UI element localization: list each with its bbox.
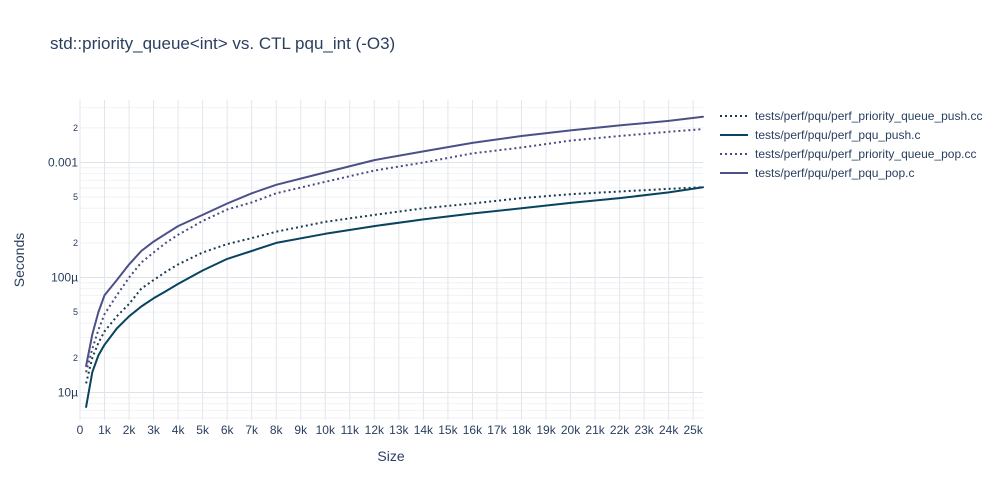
y-tick-label: 100µ — [51, 271, 78, 285]
x-tick-label: 23k — [634, 423, 654, 437]
legend-item-3[interactable]: tests/perf/pqu/perf_pqu_pop.c — [718, 163, 982, 182]
y-tick-label: 10µ — [58, 386, 78, 400]
x-tick-label: 22k — [610, 423, 630, 437]
y-tick-label: 2 — [73, 238, 78, 248]
plot-background — [80, 100, 703, 420]
legend-swatch — [720, 152, 748, 155]
y-tick-label: 0.001 — [48, 156, 78, 170]
axes: 0 1k 2k 3k 4k 5k 6k 7k 8k 9k 10k 11k 12k 13k 14k 15k 16k… — [48, 123, 704, 437]
legend-item-1[interactable]: tests/perf/pqu/perf_pqu_push.c — [718, 125, 982, 144]
x-tick-label: 2k — [123, 423, 137, 437]
legend-swatch — [720, 133, 748, 136]
x-tick-label: 6k — [221, 423, 235, 437]
x-tick-label: 4k — [172, 423, 186, 437]
x-tick-label: 11k — [341, 423, 360, 437]
series-line-2[interactable] — [85, 128, 704, 373]
x-tick-label: 12k — [365, 423, 385, 437]
x-tick-label: 1k — [98, 423, 112, 437]
x-tick-label: 21k — [585, 423, 605, 437]
legend-item-0[interactable]: tests/perf/pqu/perf_priority_queue_push.… — [718, 106, 982, 125]
x-tick-label: 8k — [270, 423, 284, 437]
legend-swatch — [720, 114, 748, 117]
x-tick-label: 7k — [245, 423, 259, 437]
x-tick-label: 19k — [536, 423, 556, 437]
legend: tests/perf/pqu/perf_priority_queue_push.… — [718, 106, 982, 182]
x-tick-label: 9k — [294, 423, 308, 437]
x-tick-label: 5k — [196, 423, 210, 437]
x-tick-label: 0 — [77, 423, 84, 437]
series-layer — [85, 115, 704, 408]
legend-label: tests/perf/pqu/perf_pqu_pop.c — [755, 165, 915, 180]
x-tick-label: 15k — [438, 423, 458, 437]
x-tick-label: 10k — [316, 423, 336, 437]
x-tick-label: 20k — [561, 423, 581, 437]
y-axis-title: Seconds — [11, 233, 27, 287]
x-axis-title: Size — [377, 448, 404, 464]
series-line-1[interactable] — [85, 186, 704, 408]
x-tick-label: 3k — [147, 423, 161, 437]
y-tick-label: 5 — [73, 307, 78, 317]
x-tick-label: 18k — [512, 423, 532, 437]
grid — [79, 100, 703, 420]
legend-swatch — [720, 171, 748, 174]
legend-item-2[interactable]: tests/perf/pqu/perf_priority_queue_pop.c… — [718, 144, 982, 163]
y-tick-label: 5 — [73, 192, 78, 202]
x-tick-label: 13k — [389, 423, 409, 437]
chart-title: std::priority_queue<int> vs. CTL pqu_int… — [50, 34, 396, 53]
x-tick-label: 14k — [414, 423, 434, 437]
legend-label: tests/perf/pqu/perf_pqu_push.c — [755, 127, 921, 142]
legend-label: tests/perf/pqu/perf_priority_queue_push.… — [755, 108, 983, 123]
y-tick-label: 2 — [73, 353, 78, 363]
x-tick-label: 25k — [684, 423, 704, 437]
series-line-3[interactable] — [85, 115, 704, 367]
x-tick-label: 24k — [659, 423, 679, 437]
x-tick-label: 16k — [463, 423, 483, 437]
y-tick-label: 2 — [73, 123, 78, 133]
x-tick-label: 17k — [487, 423, 507, 437]
legend-label: tests/perf/pqu/perf_priority_queue_pop.c… — [755, 146, 977, 161]
